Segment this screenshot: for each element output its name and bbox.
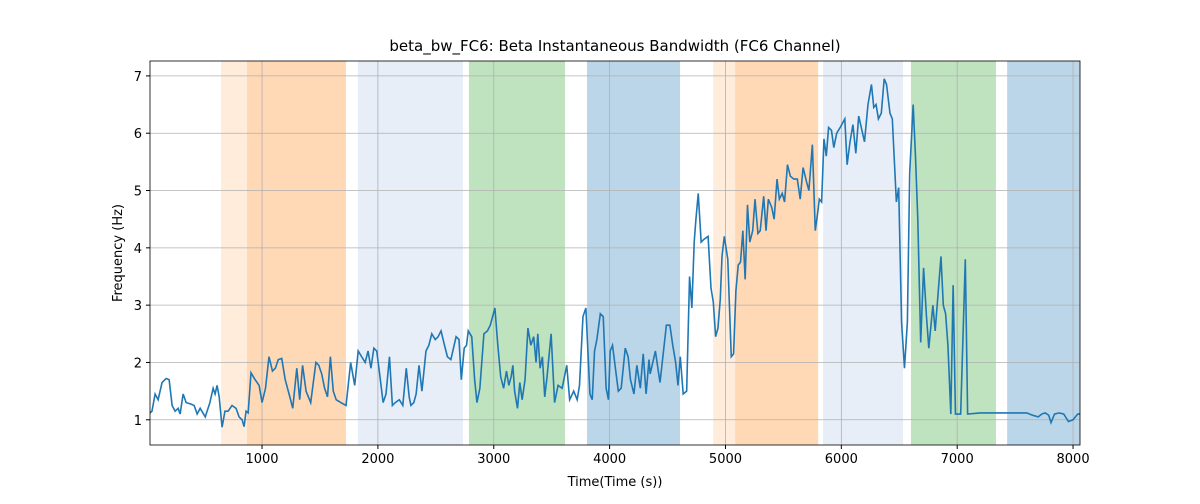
shaded-span: [221, 61, 247, 445]
shaded-span: [587, 61, 681, 445]
shaded-span: [357, 61, 463, 445]
plot-frame: [149, 60, 1081, 446]
shaded-span: [823, 61, 904, 445]
x-tick-label: 3000: [477, 452, 510, 467]
shaded-span: [1007, 61, 1080, 445]
data-line: [149, 78, 1080, 428]
x-tick-label: 2000: [361, 452, 394, 467]
y-tick-label: 7: [134, 70, 142, 85]
y-tick-label: 4: [134, 242, 142, 257]
x-tick-label: 5000: [709, 452, 742, 467]
x-tick-label: 4000: [593, 452, 626, 467]
shaded-span: [468, 61, 566, 445]
shaded-span: [735, 61, 819, 445]
shaded-span: [713, 61, 736, 445]
y-tick-label: 2: [134, 356, 142, 371]
shaded-span: [910, 61, 997, 445]
x-tick-label: 6000: [825, 452, 858, 467]
x-axis-label: Time(Time (s)): [567, 475, 663, 490]
y-tick-label: 1: [134, 414, 142, 429]
chart-title: beta_bw_FC6: Beta Instantaneous Bandwidt…: [389, 37, 840, 56]
x-tick-label: 8000: [1057, 452, 1090, 467]
y-axis-label: Frequency (Hz): [111, 204, 126, 302]
y-tick-label: 5: [134, 185, 142, 200]
shaded-span: [246, 61, 347, 445]
y-tick-label: 6: [134, 127, 142, 142]
x-tick-label: 7000: [941, 452, 974, 467]
x-tick-label: 1000: [245, 452, 278, 467]
y-tick-label: 3: [134, 299, 142, 314]
